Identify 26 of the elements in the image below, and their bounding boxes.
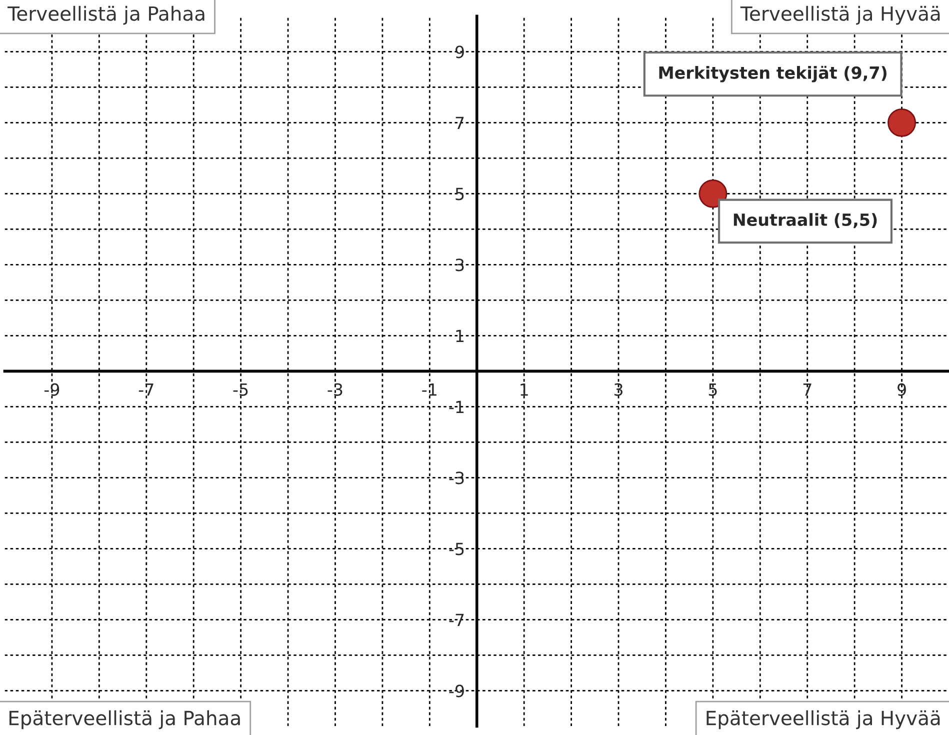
y-tick-label: 7	[456, 116, 464, 130]
y-tick-label: -9	[449, 684, 464, 698]
y-tick-label: 9	[456, 46, 464, 58]
y-tick-label: -7	[449, 614, 464, 626]
y-tick-label: 1	[456, 330, 464, 342]
annotation: Epäterveellistä ja Pahaa	[10, 710, 240, 730]
annotation: Terveellistä ja Hyvää	[740, 6, 940, 25]
y-tick-label: -5	[449, 542, 464, 556]
x-tick-label: -1	[422, 383, 436, 396]
x-tick-label: -5	[233, 383, 248, 396]
x-tick-label: -7	[138, 383, 154, 396]
y-tick-label: 5	[456, 188, 464, 200]
x-tick-label: 3	[614, 383, 622, 396]
annotation: Terveellistä ja Pahaa	[8, 6, 204, 25]
x-tick-label: -3	[328, 383, 342, 396]
x-tick-label: -9	[44, 383, 60, 396]
y-tick-label: 3	[456, 258, 464, 272]
x-tick-label: 9	[898, 383, 906, 396]
x-tick-label: 1	[520, 383, 528, 396]
x-tick-label: 7	[803, 383, 812, 396]
x-tick-label: 5	[708, 383, 717, 396]
y-tick-label: -3	[449, 472, 464, 484]
annotation: Merkitysten tekijät (9,7)	[659, 66, 886, 82]
annotation: Neutraalit (5,5)	[734, 213, 877, 228]
y-tick-label: -1	[449, 400, 464, 414]
annotation: Epäterveellistä ja Hyvää	[706, 710, 940, 730]
